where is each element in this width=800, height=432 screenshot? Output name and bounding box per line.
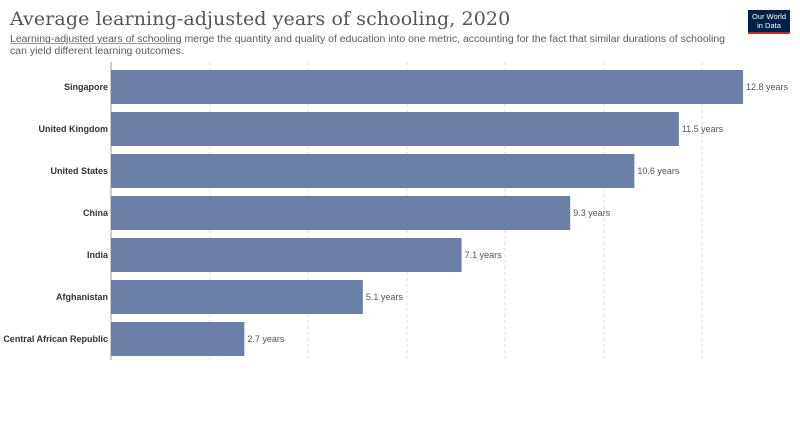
bar-central-african-republic [111, 322, 245, 356]
chart-subtitle: Learning-adjusted years of schooling mer… [10, 33, 730, 57]
subtitle-term-link[interactable]: Learning-adjusted years of schooling [10, 33, 182, 45]
bar-china [111, 196, 571, 230]
value-label-united-kingdom: 11.5 years [682, 124, 724, 134]
bar-india [111, 238, 462, 272]
category-label-united-states: United States [50, 166, 108, 176]
value-label-china: 9.3 years [573, 208, 611, 218]
value-label-india: 7.1 years [465, 250, 503, 260]
value-label-central-african-republic: 2.7 years [247, 334, 285, 344]
category-label-china: China [83, 208, 109, 218]
owid-logo[interactable]: Our World in Data [748, 10, 790, 34]
logo-line-2: in Data [757, 20, 781, 30]
category-label-united-kingdom: United Kingdom [39, 124, 109, 134]
value-label-singapore: 12.8 years [746, 82, 789, 92]
bar-united-states [111, 154, 635, 188]
chart-title: Average learning-adjusted years of schoo… [10, 8, 511, 30]
value-label-united-states: 10.6 years [637, 166, 680, 176]
subtitle-text: merge the quantity and quality of educat… [10, 33, 726, 57]
logo-line-1: Our World [751, 12, 787, 21]
bar-afghanistan [111, 280, 363, 314]
category-label-india: India [87, 250, 109, 260]
bar-singapore [111, 70, 743, 104]
category-label-afghanistan: Afghanistan [56, 292, 108, 302]
bar-united-kingdom [111, 112, 679, 146]
category-label-central-african-republic: Central African Republic [3, 334, 108, 344]
value-label-afghanistan: 5.1 years [366, 292, 404, 302]
category-label-singapore: Singapore [64, 82, 108, 92]
